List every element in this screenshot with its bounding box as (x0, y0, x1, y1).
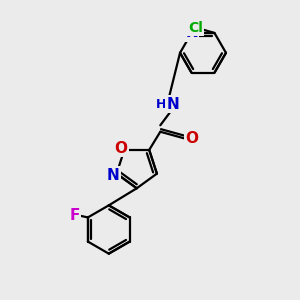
Text: N: N (107, 168, 119, 183)
Text: F: F (69, 208, 80, 224)
Text: O: O (185, 131, 198, 146)
Text: Cl: Cl (188, 21, 203, 34)
Text: H: H (156, 98, 166, 111)
Text: O: O (114, 141, 127, 156)
Text: N: N (166, 97, 179, 112)
Text: N: N (185, 26, 198, 40)
